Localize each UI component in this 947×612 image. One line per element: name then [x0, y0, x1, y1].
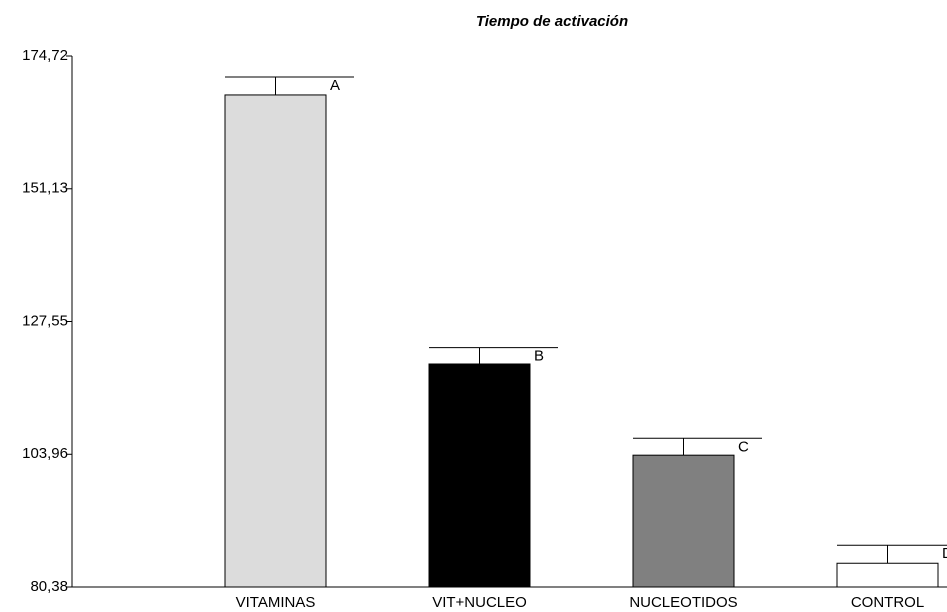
- y-tick-label: 174,72: [22, 47, 68, 64]
- y-tick-label: 103,96: [22, 445, 68, 462]
- x-tick-label: VIT+NUCLEO: [432, 594, 527, 611]
- y-tick-label: 151,13: [22, 180, 68, 197]
- y-tick-label: 80,38: [30, 578, 68, 595]
- x-tick-label: VITAMINAS: [236, 594, 316, 611]
- y-tick-label: 127,55: [22, 312, 68, 329]
- x-tick-label: CONTROL: [851, 594, 924, 611]
- group-letter: A: [330, 77, 340, 94]
- bar: [428, 363, 531, 588]
- group-letter: B: [534, 348, 544, 365]
- bar: [632, 454, 735, 588]
- bar: [836, 562, 939, 588]
- group-letter: D: [942, 545, 947, 562]
- group-letter: C: [738, 438, 749, 455]
- x-tick-label: NUCLEOTIDOS: [629, 594, 737, 611]
- chart-title: Tiempo de activación: [476, 13, 628, 30]
- bar: [224, 94, 327, 588]
